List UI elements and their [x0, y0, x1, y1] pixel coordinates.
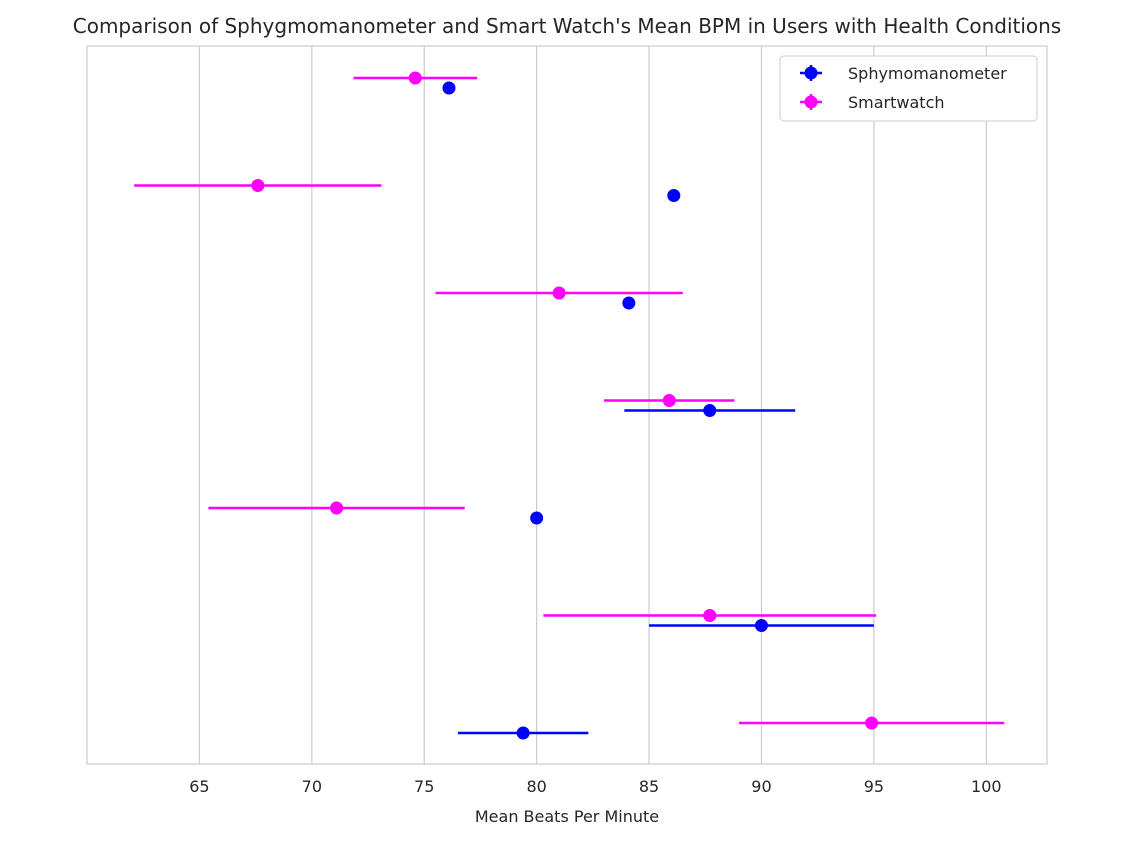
- point-smartwatch-4: [662, 394, 676, 407]
- data-marks: [134, 71, 1005, 740]
- x-tick-label-85: 85: [639, 777, 659, 796]
- legend-frame: [779, 55, 1038, 122]
- point-sphymomanometer-6: [754, 619, 768, 632]
- gridlines: [198, 46, 987, 764]
- point-smartwatch-5: [330, 501, 344, 515]
- point-smartwatch-1: [408, 71, 422, 85]
- legend-marker-smartwatch: [804, 95, 818, 109]
- x-tick-label-65: 65: [189, 777, 209, 796]
- chart-title: Comparison of Sphygmomanometer and Smart…: [73, 14, 1061, 38]
- point-sphymomanometer-2: [667, 189, 681, 202]
- point-sphymomanometer-5: [530, 511, 544, 525]
- legend-label-smartwatch: Smartwatch: [848, 93, 945, 112]
- point-smartwatch-7: [865, 716, 879, 730]
- point-sphymomanometer-4: [703, 404, 717, 417]
- point-sphymomanometer-1: [442, 81, 456, 95]
- point-smartwatch-3: [552, 286, 566, 300]
- x-tick-labels: 65 70 75 80 85 90 95 100: [189, 777, 1001, 796]
- point-sphymomanometer-3: [622, 296, 636, 310]
- point-smartwatch-2: [251, 179, 265, 192]
- point-smartwatch-6: [703, 609, 717, 622]
- x-tick-label-70: 70: [302, 777, 322, 796]
- x-tick-label-95: 95: [864, 777, 884, 796]
- plot-frame: [86, 45, 1048, 765]
- x-tick-label-75: 75: [414, 777, 434, 796]
- x-axis-label: Mean Beats Per Minute: [475, 807, 659, 826]
- point-sphymomanometer-7: [516, 726, 530, 740]
- legend: Sphymomanometer Smartwatch: [779, 55, 1038, 122]
- legend-marker-sphymomanometer: [804, 66, 818, 80]
- legend-label-sphymomanometer: Sphymomanometer: [848, 64, 1007, 83]
- x-tick-label-90: 90: [751, 777, 771, 796]
- x-tick-label-100: 100: [971, 777, 1002, 796]
- x-tick-label-80: 80: [526, 777, 546, 796]
